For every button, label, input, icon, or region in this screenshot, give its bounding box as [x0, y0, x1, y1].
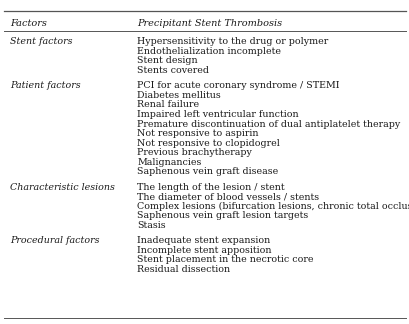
Text: Precipitant Stent Thrombosis: Precipitant Stent Thrombosis: [137, 19, 282, 28]
Text: Residual dissection: Residual dissection: [137, 265, 230, 274]
Text: Not responsive to aspirin: Not responsive to aspirin: [137, 129, 258, 138]
Text: Factors: Factors: [10, 19, 47, 28]
Text: Characteristic lesions: Characteristic lesions: [10, 183, 115, 192]
Text: Diabetes mellitus: Diabetes mellitus: [137, 91, 220, 100]
Text: Saphenous vein graft lesion targets: Saphenous vein graft lesion targets: [137, 212, 308, 220]
Text: Complex lesions (bifurcation lesions, chronic total occlusion): Complex lesions (bifurcation lesions, ch…: [137, 202, 409, 211]
Text: Endothelialization incomplete: Endothelialization incomplete: [137, 47, 281, 56]
Text: Stasis: Stasis: [137, 221, 166, 230]
Text: Incomplete stent apposition: Incomplete stent apposition: [137, 246, 271, 255]
Text: Malignancies: Malignancies: [137, 158, 201, 167]
Text: Procedural factors: Procedural factors: [10, 237, 99, 245]
Text: Impaired left ventricular function: Impaired left ventricular function: [137, 110, 298, 119]
Text: Stents covered: Stents covered: [137, 66, 209, 75]
Text: PCI for acute coronary syndrome / STEMI: PCI for acute coronary syndrome / STEMI: [137, 81, 339, 90]
Text: Previous brachytherapy: Previous brachytherapy: [137, 148, 252, 157]
Text: Stent placement in the necrotic core: Stent placement in the necrotic core: [137, 255, 313, 264]
Text: The diameter of blood vessels / stents: The diameter of blood vessels / stents: [137, 192, 319, 201]
Text: Saphenous vein graft disease: Saphenous vein graft disease: [137, 167, 278, 176]
Text: Hypersensitivity to the drug or polymer: Hypersensitivity to the drug or polymer: [137, 37, 328, 46]
Text: Inadequate stent expansion: Inadequate stent expansion: [137, 237, 270, 245]
Text: Stent design: Stent design: [137, 56, 198, 65]
Text: Not responsive to clopidogrel: Not responsive to clopidogrel: [137, 139, 279, 148]
Text: Renal failure: Renal failure: [137, 100, 199, 110]
Text: The length of the lesion / stent: The length of the lesion / stent: [137, 183, 284, 192]
Text: Patient factors: Patient factors: [10, 81, 81, 90]
Text: Stent factors: Stent factors: [10, 37, 72, 46]
Text: Premature discontinuation of dual antiplatelet therapy: Premature discontinuation of dual antipl…: [137, 120, 400, 129]
